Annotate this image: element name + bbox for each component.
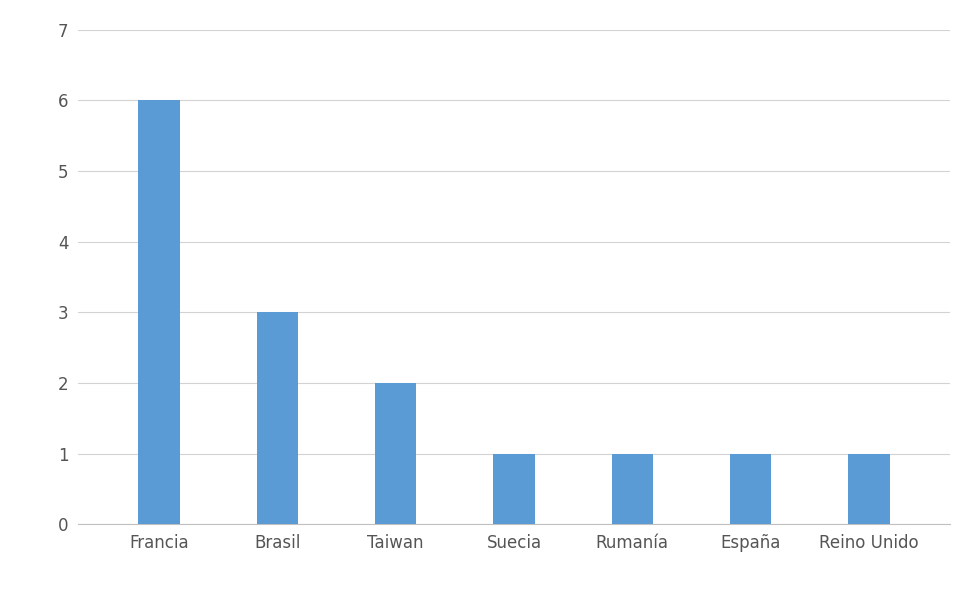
Bar	[256, 312, 297, 524]
Bar	[847, 454, 889, 524]
Bar	[493, 454, 534, 524]
Bar	[375, 383, 416, 524]
Bar	[730, 454, 771, 524]
Bar	[611, 454, 652, 524]
Bar	[138, 101, 180, 524]
